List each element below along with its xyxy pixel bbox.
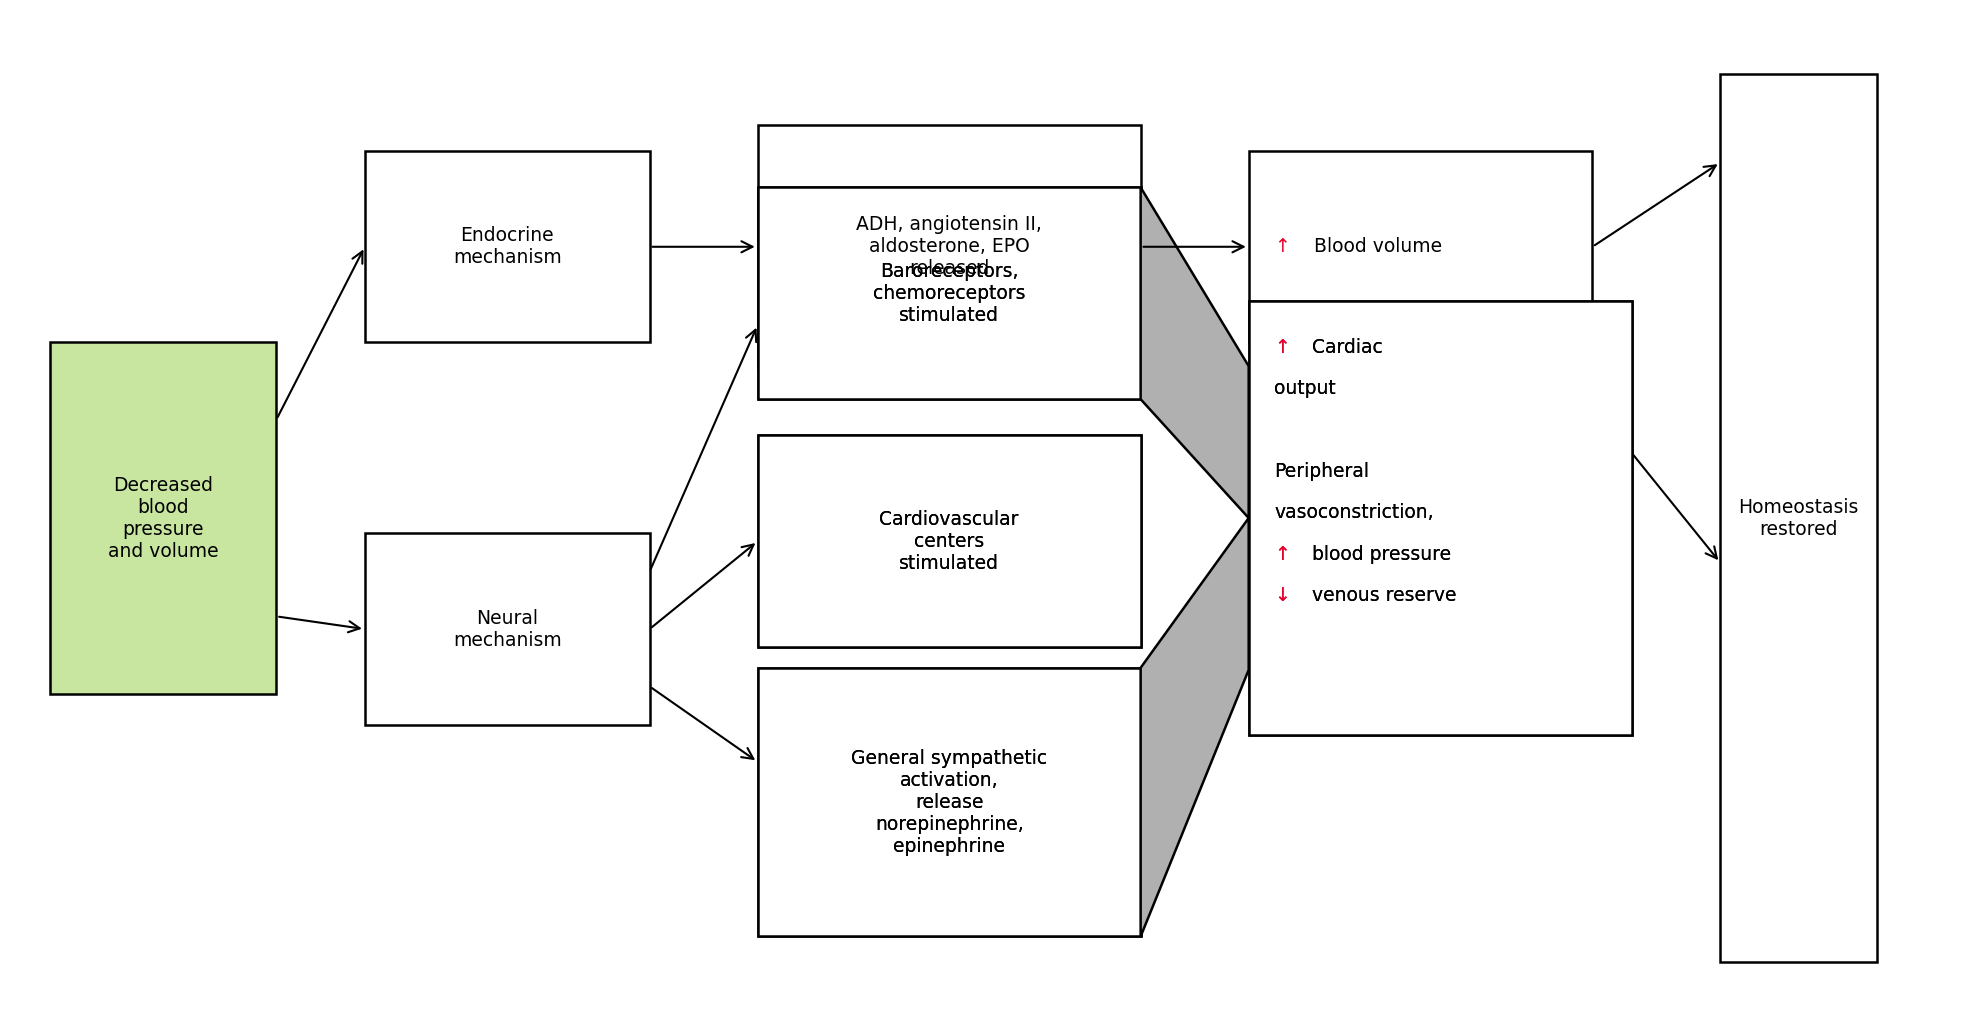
FancyBboxPatch shape: [757, 435, 1141, 648]
FancyBboxPatch shape: [1249, 301, 1633, 735]
Text: ADH, angiotensin II,
aldosterone, EPO
released: ADH, angiotensin II, aldosterone, EPO re…: [856, 215, 1043, 279]
FancyBboxPatch shape: [364, 534, 649, 724]
Text: ↑: ↑: [1275, 545, 1290, 564]
FancyBboxPatch shape: [757, 125, 1141, 368]
Text: venous reserve: venous reserve: [1306, 586, 1456, 605]
Text: ↑: ↑: [1275, 338, 1290, 357]
Text: Cardiovascular
centers
stimulated: Cardiovascular centers stimulated: [879, 510, 1019, 573]
Text: ↑: ↑: [1275, 545, 1290, 564]
Text: blood pressure: blood pressure: [1306, 545, 1452, 564]
Text: Baroreceptors,
chemoreceptors
stimulated: Baroreceptors, chemoreceptors stimulated: [873, 262, 1025, 324]
FancyBboxPatch shape: [51, 342, 277, 694]
Polygon shape: [1141, 518, 1249, 937]
Text: Endocrine
mechanism: Endocrine mechanism: [452, 226, 561, 267]
FancyBboxPatch shape: [757, 188, 1141, 399]
Text: Neural
mechanism: Neural mechanism: [452, 608, 561, 650]
Text: vasoconstriction,: vasoconstriction,: [1275, 503, 1434, 522]
Text: Blood volume: Blood volume: [1308, 237, 1442, 256]
FancyBboxPatch shape: [1249, 151, 1593, 342]
Text: Peripheral: Peripheral: [1275, 462, 1369, 481]
Polygon shape: [1141, 188, 1249, 518]
Text: Decreased
blood
pressure
and volume: Decreased blood pressure and volume: [108, 476, 218, 560]
FancyBboxPatch shape: [1249, 301, 1633, 735]
FancyBboxPatch shape: [757, 668, 1141, 937]
Text: General sympathetic
activation,
release
norepinephrine,
epinephrine: General sympathetic activation, release …: [852, 749, 1046, 856]
Text: ↓: ↓: [1275, 586, 1290, 605]
Text: output: output: [1275, 379, 1336, 399]
Text: Peripheral: Peripheral: [1275, 462, 1369, 481]
Text: venous reserve: venous reserve: [1306, 586, 1456, 605]
Text: Cardiac: Cardiac: [1306, 338, 1383, 357]
FancyBboxPatch shape: [757, 668, 1141, 937]
Text: blood pressure: blood pressure: [1306, 545, 1452, 564]
Text: Cardiovascular
centers
stimulated: Cardiovascular centers stimulated: [879, 510, 1019, 573]
Text: ↑: ↑: [1275, 338, 1290, 357]
Text: Baroreceptors,
chemoreceptors
stimulated: Baroreceptors, chemoreceptors stimulated: [873, 262, 1025, 324]
Text: Cardiac: Cardiac: [1306, 338, 1383, 357]
Text: Homeostasis
restored: Homeostasis restored: [1739, 497, 1859, 539]
FancyBboxPatch shape: [757, 435, 1141, 648]
FancyBboxPatch shape: [757, 188, 1141, 399]
Text: vasoconstriction,: vasoconstriction,: [1275, 503, 1434, 522]
FancyBboxPatch shape: [1719, 74, 1877, 962]
Text: General sympathetic
activation,
release
norepinephrine,
epinephrine: General sympathetic activation, release …: [852, 749, 1046, 856]
Text: ↑: ↑: [1275, 237, 1290, 256]
Text: ↓: ↓: [1275, 586, 1290, 605]
FancyBboxPatch shape: [364, 151, 649, 342]
Text: output: output: [1275, 379, 1336, 399]
